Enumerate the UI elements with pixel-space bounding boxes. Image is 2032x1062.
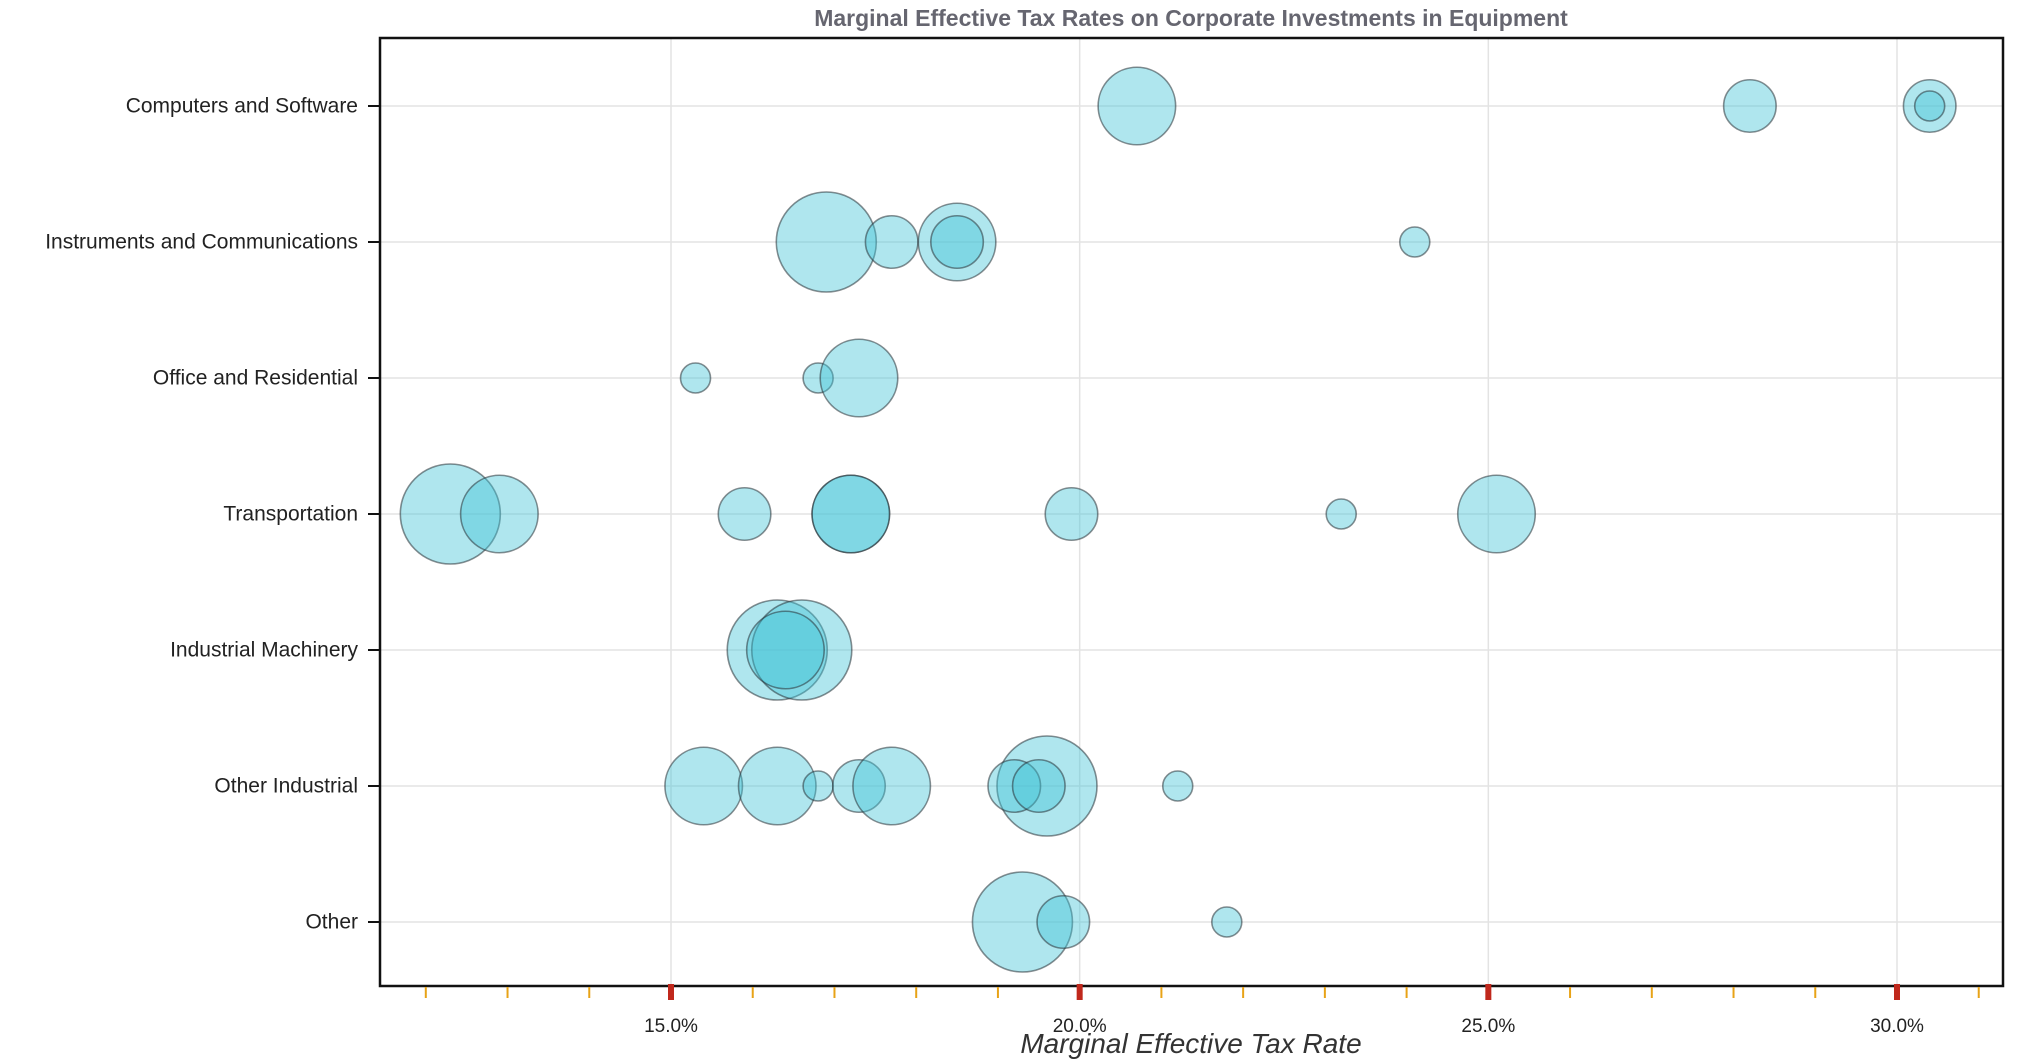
bubble-point-25 <box>802 770 834 802</box>
x-tick-label: 30.0% <box>1870 1016 1924 1037</box>
x-tick-label: 15.0% <box>644 1016 698 1037</box>
bubble-point-23 <box>664 746 744 826</box>
y-tick-label: Other Industrial <box>214 775 358 798</box>
bubble-point-31 <box>1161 770 1194 802</box>
plot-frame <box>378 36 2005 988</box>
grid-lines <box>380 38 2003 986</box>
bubble-point-21 <box>750 599 853 701</box>
y-tick-label: Computers and Software <box>126 95 358 118</box>
bubble-point-16 <box>811 474 891 554</box>
x-tick-label: 20.0% <box>1053 1016 1107 1037</box>
bubble-point-22 <box>745 610 825 690</box>
bubble-point-8 <box>1398 226 1431 258</box>
bubble-point-9 <box>679 362 712 394</box>
bubble-point-33 <box>1036 894 1091 950</box>
x-axis-title: Marginal Effective Tax Rate <box>1020 1028 1361 1059</box>
bubble-point-12 <box>399 463 502 565</box>
bubble-point-32 <box>971 871 1074 973</box>
y-tick-label: Industrial Machinery <box>170 639 358 662</box>
bubble-point-13 <box>459 474 539 554</box>
bubble-point-34 <box>1210 906 1243 938</box>
bubble-point-7 <box>930 214 985 270</box>
x-major-tick-0 <box>668 984 674 1000</box>
bubble-point-0 <box>1097 66 1177 146</box>
bubble-point-1 <box>1722 78 1777 134</box>
bubble-point-27 <box>852 746 932 826</box>
bubble-point-10 <box>802 362 834 394</box>
bubble-point-2 <box>1902 78 1957 134</box>
bubble-point-4 <box>775 191 878 293</box>
bubble-point-5 <box>864 214 919 270</box>
x-major-tick-3 <box>1894 984 1900 1000</box>
x-major-tick-1 <box>1076 984 1083 1000</box>
y-tick-label: Transportation <box>223 503 358 526</box>
bubble-point-18 <box>1325 498 1358 530</box>
y-tick-label: Instruments and Communications <box>45 231 358 254</box>
y-axis: Computers and Software Instruments and Co… <box>45 95 380 934</box>
bubble-series <box>399 66 1957 973</box>
x-tick-label: 25.0% <box>1461 1016 1515 1037</box>
bubble-point-19 <box>1456 474 1537 554</box>
bubble-point-30 <box>1011 758 1066 814</box>
bubble-point-24 <box>737 746 817 826</box>
chart-title: Marginal Effective Tax Rates on Corporat… <box>814 5 1568 31</box>
bubble-point-14 <box>717 486 772 542</box>
bubble-point-26 <box>831 758 887 814</box>
x-major-tick-2 <box>1485 984 1492 1000</box>
bubble-point-3 <box>1913 90 1946 122</box>
x-axis: 15.0% 20.0% 25.0% 30.0% <box>424 984 1980 1037</box>
bubble-point-6 <box>917 202 997 282</box>
bubble-point-11 <box>819 338 899 418</box>
y-tick-label: Other <box>305 911 358 934</box>
bubble-point-20 <box>726 599 829 701</box>
bubble-point-17 <box>1044 486 1099 542</box>
y-tick-label: Office and Residential <box>153 367 358 390</box>
bubble-point-29 <box>987 758 1042 814</box>
